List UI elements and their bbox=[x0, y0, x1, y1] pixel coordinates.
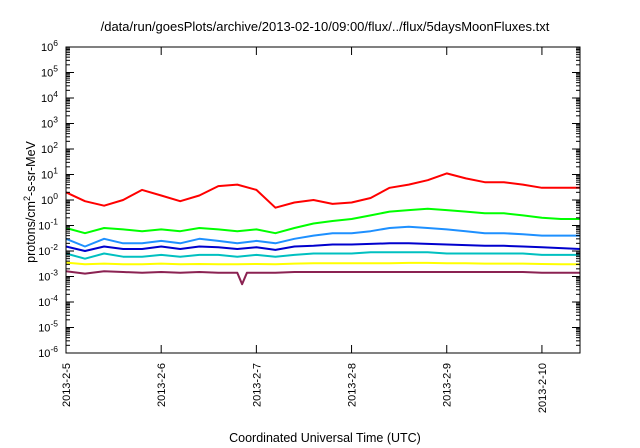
y-tick-exponent: 6 bbox=[53, 38, 58, 48]
y-tick-base: 10 bbox=[41, 68, 53, 80]
y-tick-exponent: -5 bbox=[50, 319, 58, 329]
series-line-4 bbox=[65, 242, 581, 252]
series-line-2 bbox=[65, 207, 580, 235]
y-tick-exponent: 2 bbox=[53, 140, 58, 150]
y-tick-label: 104 bbox=[41, 89, 58, 105]
series-layer bbox=[65, 172, 581, 286]
x-tick-label: 2013-2-6 bbox=[156, 363, 168, 407]
y-tick-exponent: -1 bbox=[50, 217, 58, 227]
y-tick-base: 10 bbox=[41, 195, 53, 207]
series-line-7 bbox=[65, 270, 580, 286]
x-tick-label: 2013-2-10 bbox=[537, 363, 549, 413]
x-tick-label: 2013-2-7 bbox=[251, 363, 263, 407]
y-axis-label: protons/cm2-s-sr-MeV bbox=[22, 140, 38, 262]
y-tick-base: 10 bbox=[38, 323, 50, 335]
y-tick-exponent: 3 bbox=[53, 115, 58, 125]
plot-frame bbox=[65, 46, 581, 354]
y-tick-base: 10 bbox=[38, 272, 50, 284]
plot-area: 10-610-510-410-310-210-11001011021031041… bbox=[38, 38, 581, 413]
x-tick-label: 2013-2-5 bbox=[61, 363, 73, 407]
y-tick-base: 10 bbox=[38, 297, 50, 309]
x-axis-label: Coordinated Universal Time (UTC) bbox=[229, 431, 421, 445]
y-tick-base: 10 bbox=[41, 93, 53, 105]
series-line-5 bbox=[65, 251, 580, 260]
y-axis-label-rest: -s-sr-MeV bbox=[24, 140, 38, 196]
y-tick-label: 10-2 bbox=[38, 242, 58, 258]
y-tick-exponent: -4 bbox=[50, 293, 58, 303]
y-tick-exponent: 4 bbox=[53, 89, 58, 99]
y-tick-label: 10-6 bbox=[38, 344, 58, 360]
y-axis: 10-610-510-410-310-210-11001011021031041… bbox=[38, 38, 580, 360]
y-tick-base: 10 bbox=[41, 119, 53, 131]
y-tick-base: 10 bbox=[41, 42, 53, 54]
y-tick-base: 10 bbox=[41, 144, 53, 156]
series-line-3 bbox=[65, 225, 580, 248]
y-tick-exponent: -6 bbox=[50, 344, 58, 354]
y-tick-base: 10 bbox=[38, 221, 50, 233]
y-tick-label: 102 bbox=[41, 140, 58, 156]
y-tick-base: 10 bbox=[41, 170, 53, 182]
y-tick-exponent: -2 bbox=[50, 242, 58, 252]
x-tick-label: 2013-2-9 bbox=[442, 363, 454, 407]
y-tick-label: 105 bbox=[41, 64, 58, 80]
y-tick-exponent: 1 bbox=[53, 166, 58, 176]
y-tick-base: 10 bbox=[38, 348, 50, 360]
y-tick-label: 10-4 bbox=[38, 293, 58, 309]
y-tick-label: 101 bbox=[41, 166, 58, 182]
y-tick-label: 10-3 bbox=[38, 268, 58, 284]
y-axis-label-superscript: 2 bbox=[22, 196, 32, 201]
y-tick-exponent: -3 bbox=[50, 268, 58, 278]
x-tick-label: 2013-2-8 bbox=[347, 363, 359, 407]
y-tick-exponent: 5 bbox=[53, 64, 58, 74]
series-line-1 bbox=[65, 172, 580, 209]
chart-title: /data/run/goesPlots/archive/2013-02-10/0… bbox=[101, 19, 550, 34]
y-axis-label-base: protons/cm bbox=[24, 201, 38, 263]
y-tick-label: 106 bbox=[41, 38, 58, 54]
y-tick-base: 10 bbox=[38, 246, 50, 258]
series-line-6 bbox=[65, 261, 580, 266]
y-tick-label: 103 bbox=[41, 115, 58, 131]
y-tick-label: 10-1 bbox=[38, 217, 58, 233]
y-tick-label: 100 bbox=[41, 191, 58, 207]
x-axis: 2013-2-5 2013-2-6 2013-2-7 2013-2-8 2013-2-9… bbox=[61, 47, 549, 413]
y-tick-exponent: 0 bbox=[53, 191, 58, 201]
y-tick-label: 10-5 bbox=[38, 319, 58, 335]
